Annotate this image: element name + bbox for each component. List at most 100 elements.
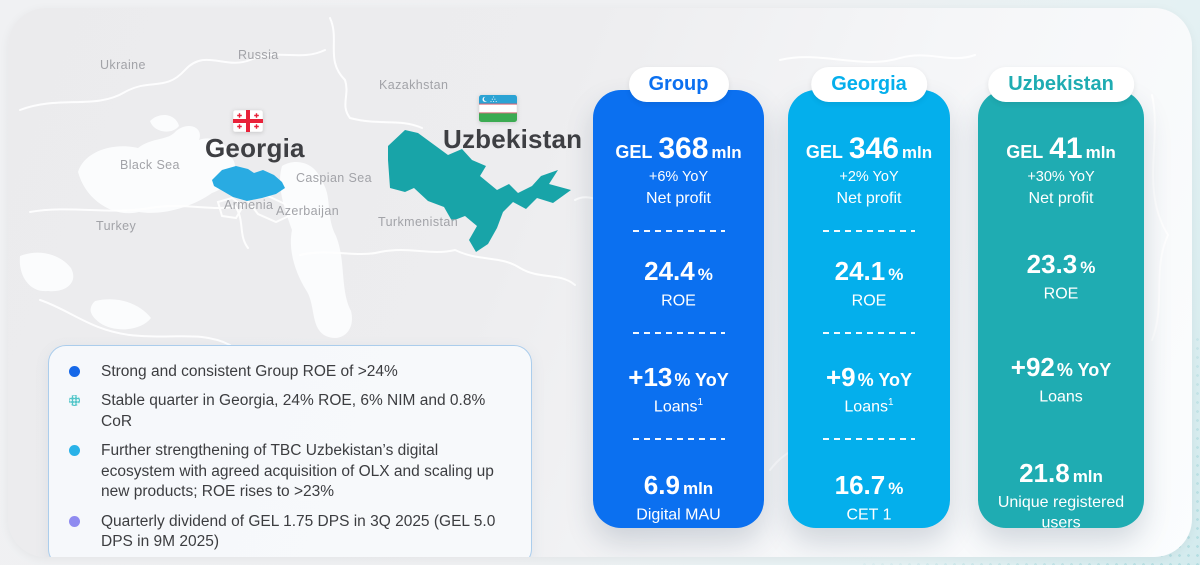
metric-label: ROE <box>1043 285 1079 303</box>
metric-footnote: 1 <box>697 397 704 408</box>
metric-yoy: +30% YoY <box>1027 169 1095 185</box>
card-georgia: GEL 346 mln +2% YoY Net profit 24.1% ROE +… <box>788 90 950 528</box>
group-pill-label: Group <box>648 73 709 95</box>
bullet-dot <box>69 515 80 527</box>
georgia-net-profit-metric: GEL 346 mln +2% YoY Net profit <box>806 132 932 214</box>
metric-label: Digital MAU <box>636 506 721 524</box>
sea-shapes <box>19 114 352 339</box>
divider <box>823 230 915 232</box>
metric-label: ROE <box>661 292 696 310</box>
map-label-kazakhstan: Kazakhstan <box>379 78 449 92</box>
bullet-item-roe: Strong and consistent Group ROE of >24% <box>69 362 511 382</box>
metric-value: 346 <box>848 132 899 165</box>
metric-unit: % <box>1080 258 1096 277</box>
metric-unit: mln <box>711 143 742 162</box>
map-label-ukraine: Ukraine <box>100 58 146 72</box>
metric-value: +9 <box>825 362 856 392</box>
metric-yoy: +2% YoY <box>839 169 899 185</box>
card-uzbekistan: GEL 41 mln +30% YoY Net profit 23.3% ROE +… <box>978 90 1144 531</box>
georgia-pill: Georgia <box>811 67 927 102</box>
georgia-roe-metric: 24.1% ROE <box>835 256 904 312</box>
metric-unit: mln <box>1072 466 1103 486</box>
uzbekistan-pill: Uzbekistan <box>988 67 1134 102</box>
divider <box>632 230 725 232</box>
metric-label: CET 1 <box>846 506 892 524</box>
metric-unit: mln <box>682 479 714 498</box>
metric-label: Loans <box>1039 388 1083 406</box>
divider <box>632 438 725 440</box>
georgia-column: Georgia GEL 346 mln +2% YoY Net profit 24.… <box>788 67 950 528</box>
uzbekistan-net-profit-metric: GEL 41 mln +30% YoY Net profit <box>1006 132 1116 209</box>
mediterranean-shape <box>19 252 74 292</box>
highlights-box: Strong and consistent Group ROE of >24% … <box>48 345 532 557</box>
metric-value: 6.9 <box>643 470 680 500</box>
metric-label: Net profit <box>836 190 902 207</box>
metric-prefix: GEL <box>1006 142 1044 162</box>
main-panel: Ukraine Russia Kazakhstan Black Sea Casp… <box>8 8 1192 557</box>
metric-prefix: GEL <box>615 142 653 162</box>
map-country-uzbekistan: Uzbekistan <box>443 124 583 154</box>
divider <box>632 332 725 334</box>
group-digital-mau-metric: 6.9 mln Digital MAU <box>636 470 720 525</box>
uzbekistan-flag-icon <box>478 94 518 127</box>
metric-unit: % YoY <box>674 370 729 390</box>
bullet-text: Stable quarter in Georgia, 24% ROE, 6% N… <box>101 392 486 430</box>
metric-unit: % YoY <box>1056 360 1112 381</box>
metric-value: +13 <box>628 362 673 392</box>
bullet-text: Further strengthening of TBC Uzbekistan’… <box>101 442 494 501</box>
georgia-pill-label: Georgia <box>831 73 907 95</box>
region-map <box>19 17 1170 471</box>
group-net-profit-metric: GEL 368 mln +6% YoY Net profit <box>615 132 741 214</box>
bullet-dot <box>69 366 80 377</box>
uzbekistan-country-shape <box>388 130 571 252</box>
map-label-turkmenistan: Turkmenistan <box>378 215 459 229</box>
metric-unit: mln <box>901 143 933 162</box>
metric-unit: % YoY <box>857 370 912 390</box>
group-pill: Group <box>628 67 729 102</box>
metric-unit: % <box>697 265 713 284</box>
divider <box>823 438 915 440</box>
metric-value: 16.7 <box>834 470 886 500</box>
bullet-text: Strong and consistent Group ROE of >24% <box>101 363 398 380</box>
map-label-azerbaijan: Azerbaijan <box>276 204 340 218</box>
divider <box>823 332 915 334</box>
map-country-georgia: Georgia <box>205 133 305 163</box>
map-label-caspian-sea: Caspian Sea <box>296 171 372 185</box>
uzbekistan-column: Uzbekistan GEL 41 mln +30% YoY Net profit … <box>978 67 1144 531</box>
metric-value: 23.3 <box>1026 249 1078 279</box>
metric-value: 368 <box>658 132 709 165</box>
georgia-country-shape <box>212 166 285 201</box>
metric-value: 24.1 <box>834 256 886 286</box>
bullet-dot <box>69 395 80 407</box>
bullet-dot <box>69 445 80 457</box>
group-loans-metric: +13% YoY Loans1 <box>628 362 728 418</box>
metric-value: 21.8 <box>1019 457 1070 488</box>
metric-label: ROE <box>851 292 887 310</box>
metric-value: 24.4 <box>644 256 695 286</box>
metric-label: Loans <box>653 398 698 416</box>
map-label-black-sea: Black Sea <box>120 158 180 172</box>
metric-prefix: GEL <box>805 142 843 162</box>
group-column: Group GEL 368 mln +6% YoY Net profit 24.4%… <box>593 67 764 528</box>
caspian-sea-shape <box>280 162 352 339</box>
uzbekistan-roe-metric: 23.3% ROE <box>1027 249 1096 304</box>
metric-label: Unique registered users <box>997 493 1125 531</box>
metric-label: Loans <box>844 398 888 416</box>
azov-sea-shape <box>150 114 179 132</box>
black-sea-shape <box>78 125 236 214</box>
metric-unit: % <box>888 265 904 284</box>
metric-footnote: 1 <box>888 397 894 408</box>
bullet-text: Quarterly dividend of GEL 1.75 DPS in 3Q… <box>101 512 496 551</box>
uzbekistan-users-metric: 21.8 mln Unique registered users <box>986 458 1136 533</box>
metric-yoy: +6% YoY <box>648 169 709 185</box>
bullet-item-dividend: Quarterly dividend of GEL 1.75 DPS in 3Q… <box>69 512 511 553</box>
map-label-turkey: Turkey <box>96 219 137 233</box>
group-roe-metric: 24.4% ROE <box>644 256 713 312</box>
georgia-loans-metric: +9% YoY Loans1 <box>826 362 912 418</box>
bullet-item-georgia: Stable quarter in Georgia, 24% ROE, 6% N… <box>69 391 511 432</box>
map-label-armenia: Armenia <box>224 198 274 212</box>
coast-shape <box>90 299 151 330</box>
metric-unit: mln <box>1085 143 1116 162</box>
metric-value: +92 <box>1010 352 1055 383</box>
bullet-item-uzbekistan: Further strengthening of TBC Uzbekistan’… <box>69 441 511 502</box>
